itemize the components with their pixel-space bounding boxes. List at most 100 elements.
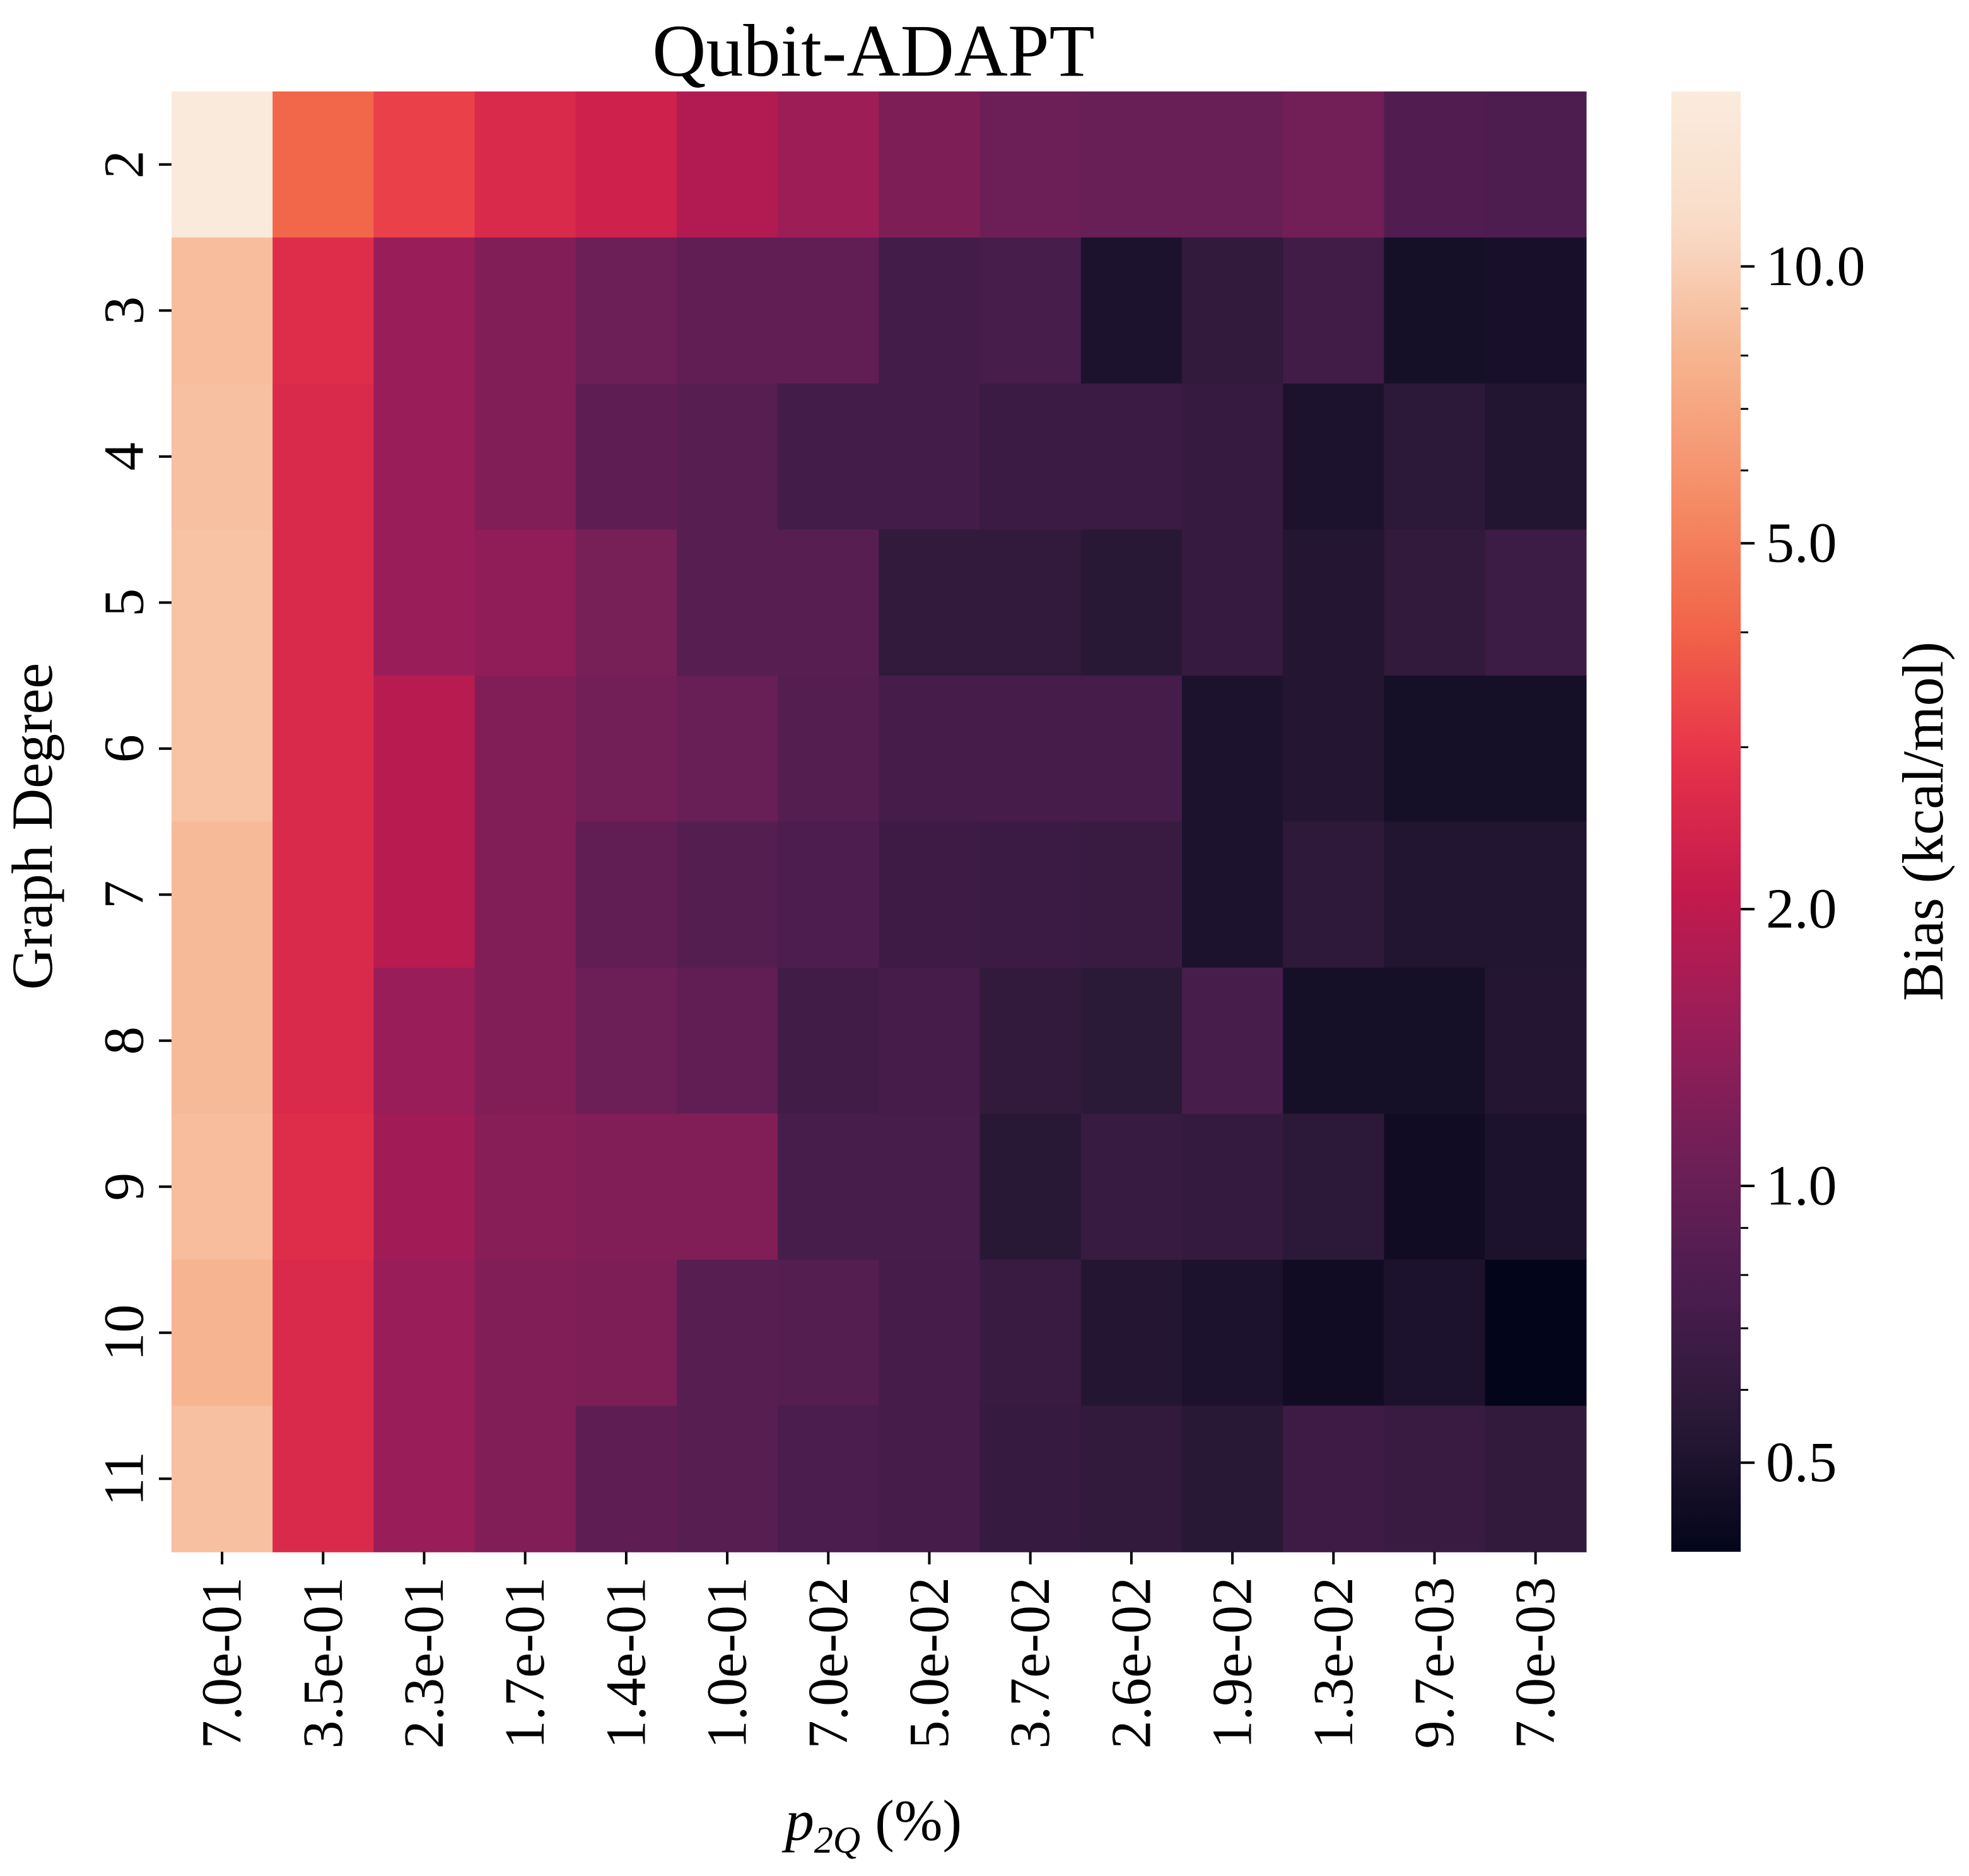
heatmap-cell: [373, 1113, 476, 1260]
heatmap-cell: [677, 1405, 778, 1552]
heatmap-cell: [1182, 529, 1283, 676]
heatmap-cell: [1283, 384, 1385, 531]
heatmap-cell: [1384, 968, 1486, 1115]
heatmap-cell: [1485, 676, 1587, 823]
heatmap-cell: [474, 1405, 576, 1552]
heatmap-cell: [172, 821, 273, 968]
heatmap-cell: [979, 237, 1082, 384]
heatmap-cell: [677, 1260, 778, 1407]
heatmap-cell: [778, 1260, 880, 1407]
heatmap-cell: [1182, 1260, 1283, 1407]
heatmap-cell: [172, 968, 273, 1115]
heatmap-cell: [778, 384, 880, 531]
heatmap-cell: [1080, 676, 1183, 823]
heatmap-cell: [778, 529, 880, 676]
heatmap-cell: [677, 237, 778, 384]
heatmap-cell: [778, 821, 880, 968]
heatmap-cell: [474, 384, 576, 531]
y-tick-label: 2: [93, 150, 156, 179]
y-tick-label: 3: [93, 296, 156, 325]
heatmap-cell: [1485, 384, 1587, 531]
y-tick-label: 5: [93, 589, 156, 617]
heatmap-cells: [172, 91, 1587, 1552]
heatmap-cell: [575, 1405, 677, 1552]
colorbar-tick-label: 1.0: [1766, 1154, 1837, 1217]
heatmap-cell: [1283, 1260, 1385, 1407]
heatmap-cell: [373, 1260, 476, 1407]
heatmap-cell: [778, 237, 880, 384]
heatmap-cell: [1485, 968, 1587, 1115]
heatmap-cell: [778, 1405, 880, 1552]
heatmap-cell: [879, 1260, 981, 1407]
heatmap-cell: [1384, 1113, 1486, 1260]
y-tick-label: 4: [93, 442, 156, 471]
x-axis-label-subscript: 2Q: [814, 1819, 860, 1861]
y-tick-label: 7: [93, 881, 156, 909]
heatmap-cell: [373, 1405, 476, 1552]
colorbar-tick-label: 2.0: [1766, 878, 1837, 941]
heatmap-cell: [172, 91, 273, 238]
x-tick-label: 1.4e-01: [595, 1577, 657, 1749]
heatmap-cell: [1283, 1405, 1385, 1552]
heatmap-cell: [879, 1405, 981, 1552]
x-tick-label: 7.0e-02: [797, 1577, 860, 1749]
y-tick-label: 10: [93, 1304, 156, 1361]
heatmap-cell: [677, 821, 778, 968]
heatmap-cell: [1485, 821, 1587, 968]
colorbar-tick-label: 0.5: [1766, 1431, 1837, 1494]
heatmap-cell: [172, 1260, 273, 1407]
heatmap-cell: [979, 676, 1082, 823]
heatmap-cell: [373, 821, 476, 968]
heatmap-cell: [1485, 1113, 1587, 1260]
heatmap-cell: [677, 676, 778, 823]
x-axis-label: p2Q (%): [781, 1788, 962, 1861]
heatmap-cell: [1384, 821, 1486, 968]
x-tick-label: 7.0e-03: [1504, 1577, 1567, 1749]
x-tick-label: 2.3e-01: [393, 1577, 455, 1749]
y-tick-label: 11: [93, 1451, 156, 1506]
heatmap-cell: [677, 384, 778, 531]
y-tick-label: 9: [93, 1173, 156, 1201]
x-tick-label: 1.0e-01: [696, 1577, 759, 1749]
heatmap-cell: [1485, 237, 1587, 384]
heatmap-cell: [879, 1113, 981, 1260]
heatmap-cell: [272, 1113, 375, 1260]
heatmap-cell: [272, 237, 375, 384]
heatmap-cell: [272, 676, 375, 823]
x-tick-label: 2.6e-02: [1100, 1577, 1162, 1749]
heatmap-cell: [272, 821, 375, 968]
heatmap-cell: [575, 91, 677, 238]
heatmap-cell: [1182, 91, 1283, 238]
colorbar-tick-label: 5.0: [1766, 512, 1837, 575]
heatmap-cell: [1283, 237, 1385, 384]
heatmap-cell: [1080, 821, 1183, 968]
heatmap-cell: [575, 676, 677, 823]
heatmap-cell: [172, 529, 273, 676]
heatmap-cell: [879, 529, 981, 676]
heatmap-cell: [1080, 384, 1183, 531]
x-tick-label: 1.7e-01: [494, 1577, 556, 1749]
heatmap-cell: [373, 237, 476, 384]
y-axis-label: Graph Degree: [0, 663, 64, 990]
heatmap-cell: [474, 968, 576, 1115]
heatmap-cell: [172, 237, 273, 384]
heatmap-cell: [373, 91, 476, 238]
heatmap-cell: [272, 1260, 375, 1407]
heatmap-cell: [575, 1113, 677, 1260]
heatmap-cell: [1080, 91, 1183, 238]
heatmap-cell: [1384, 1405, 1486, 1552]
heatmap-cell: [1080, 968, 1183, 1115]
x-tick-label: 5.0e-02: [898, 1577, 961, 1749]
heatmap-cell: [1283, 1113, 1385, 1260]
heatmap-cell: [677, 1113, 778, 1260]
heatmap-cell: [575, 1260, 677, 1407]
heatmap-cell: [1080, 529, 1183, 676]
heatmap-cell: [677, 968, 778, 1115]
heatmap-cell: [1283, 968, 1385, 1115]
heatmap-cell: [172, 676, 273, 823]
heatmap-cell: [1182, 1405, 1283, 1552]
heatmap-cell: [575, 968, 677, 1115]
heatmap-cell: [1182, 821, 1283, 968]
y-axis-ticks: 2 3 4 5 6 7 8 9 10 11: [93, 150, 172, 1506]
